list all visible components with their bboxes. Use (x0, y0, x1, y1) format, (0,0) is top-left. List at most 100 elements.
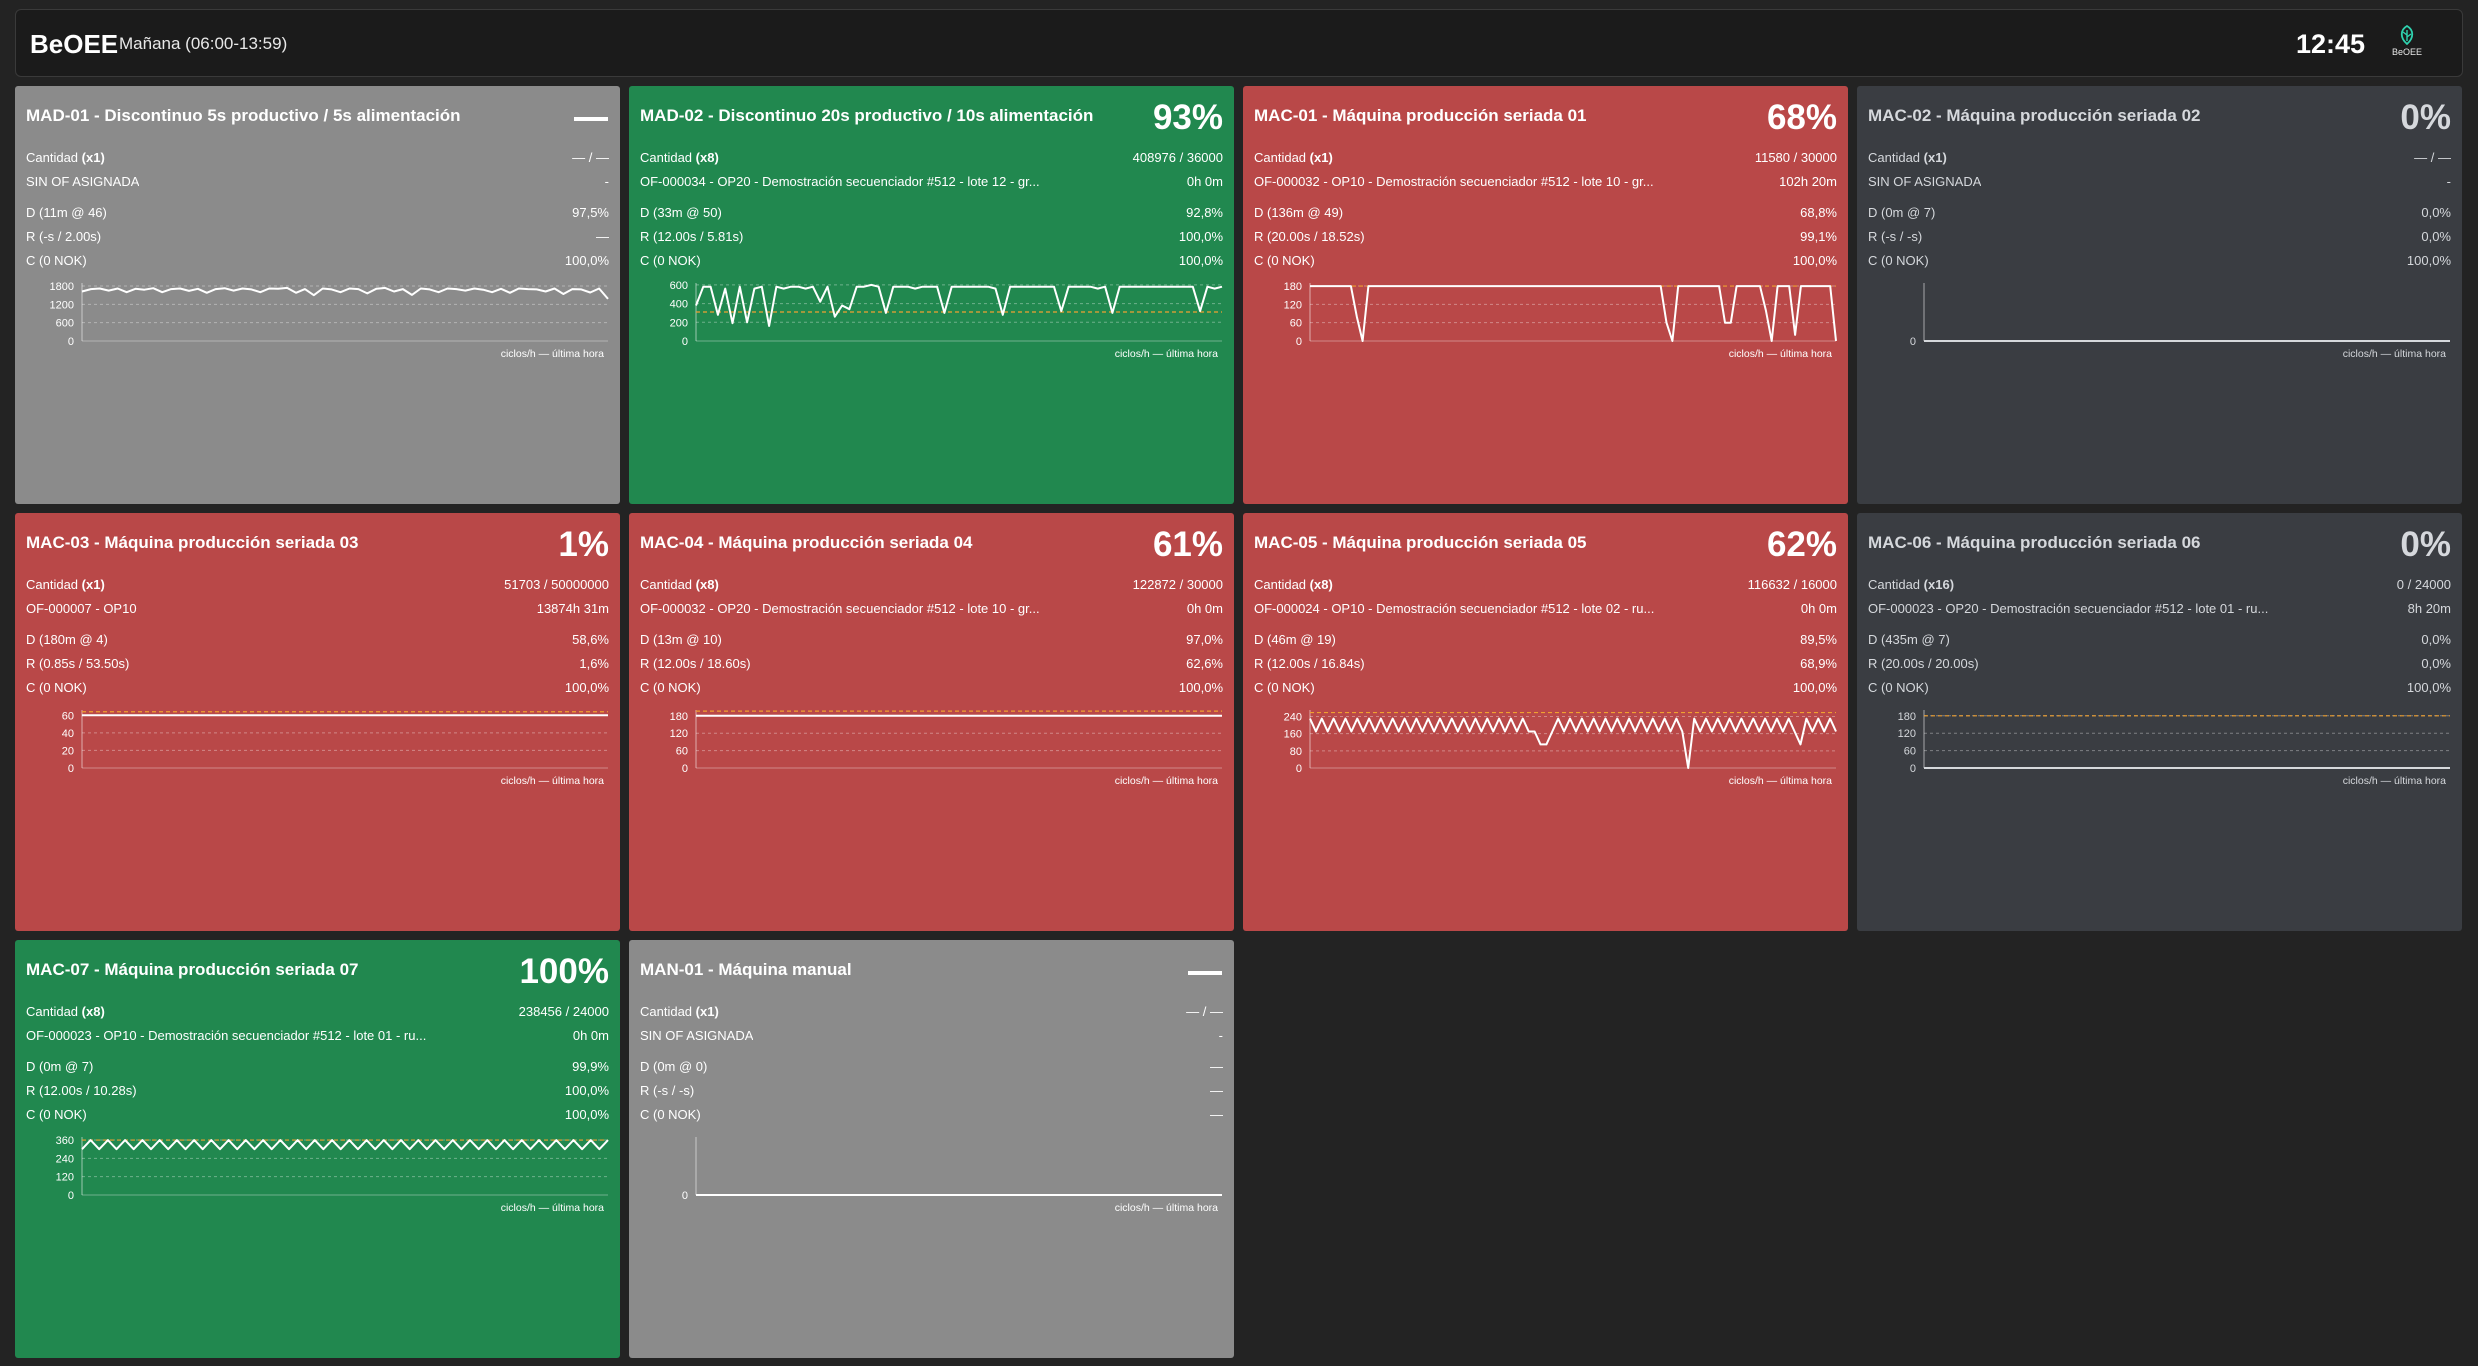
quantity-label: Cantidad (26, 1004, 79, 1019)
chart-y-tick-label: 180 (670, 711, 688, 723)
quantity-multiplier: (x16) (1923, 577, 1955, 592)
order-text: SIN OF ASIGNADA (1868, 174, 1982, 189)
chart-y-tick-label: 0 (682, 336, 688, 348)
chart-series-line (1310, 285, 1837, 342)
machine-card[interactable]: MAC-07 - Máquina producción seriada 07 10… (15, 940, 620, 1358)
chart-y-tick-label: 20 (62, 745, 74, 757)
quantity-value: — / — (1186, 1004, 1223, 1019)
quantity-multiplier: (x8) (695, 150, 719, 165)
quality-row: C (0 NOK) 100,0% (1868, 680, 2451, 697)
quality-label: C (0 NOK) (640, 253, 701, 268)
chart-y-tick-label: 400 (670, 299, 688, 311)
quantity-row: Cantidad (x16) 0 / 24000 (1868, 577, 2451, 594)
quality-value: 100,0% (1792, 680, 1837, 695)
quality-row: C (0 NOK) — (640, 1107, 1223, 1124)
performance-value: 100,0% (564, 1083, 609, 1098)
chart-caption: ciclos/h — última hora (501, 348, 604, 360)
quality-value: 100,0% (564, 253, 609, 268)
chart-y-tick-label: 0 (68, 336, 74, 348)
machine-card[interactable]: MAC-04 - Máquina producción seriada 04 61… (629, 513, 1234, 931)
quality-value: 100,0% (2406, 680, 2451, 695)
machine-card[interactable]: MAN-01 - Máquina manual Cantidad (x1) — / … (629, 940, 1234, 1358)
quality-label: C (0 NOK) (26, 680, 87, 695)
quantity-multiplier: (x8) (695, 577, 719, 592)
quality-value: 100,0% (1792, 253, 1837, 268)
quantity-value: 408976 / 36000 (1132, 150, 1223, 165)
performance-value: 0,0% (2421, 229, 2451, 244)
availability-label: D (0m @ 7) (26, 1059, 94, 1074)
performance-label: R (12.00s / 16.84s) (1254, 656, 1365, 671)
oee-percent: 61% (1152, 525, 1223, 564)
quantity-row: Cantidad (x1) — / — (640, 1004, 1223, 1021)
availability-label: D (136m @ 49) (1254, 205, 1344, 220)
quantity-multiplier: (x1) (695, 1004, 719, 1019)
chart-svg: 0 ciclos/h — última hora (1910, 283, 2450, 360)
cycles-chart: 0 ciclos/h — última hora (640, 1135, 1223, 1225)
quantity-value: 122872 / 30000 (1132, 577, 1223, 592)
chart-y-tick-label: 0 (682, 763, 688, 775)
chart-y-tick-label: 0 (682, 1190, 688, 1202)
order-text: SIN OF ASIGNADA (26, 174, 140, 189)
brand-title: BeOEE (30, 29, 119, 59)
chart-svg: 0 60 120 180 ciclos/h — última hora (670, 710, 1222, 787)
availability-value: 89,5% (1800, 632, 1837, 647)
order-row: OF-000034 - OP20 - Demostración secuenci… (640, 174, 1223, 191)
machine-card[interactable]: MAC-03 - Máquina producción seriada 03 1%… (15, 513, 620, 931)
quality-label: C (0 NOK) (1254, 680, 1315, 695)
performance-label: R (-s / -s) (1868, 229, 1923, 244)
chart-y-tick-label: 0 (1296, 336, 1302, 348)
availability-row: D (11m @ 46) 97,5% (26, 205, 609, 222)
quantity-label-group: Cantidad (x1) (640, 1004, 719, 1019)
availability-row: D (435m @ 7) 0,0% (1868, 632, 2451, 649)
cycles-chart: 0 60 120 180 ciclos/h — última hora (1868, 708, 2451, 798)
availability-row: D (136m @ 49) 68,8% (1254, 205, 1837, 222)
machine-title: MAC-06 - Máquina producción seriada 06 (1868, 533, 2201, 552)
machine-title: MAN-01 - Máquina manual (640, 960, 852, 979)
quantity-label-group: Cantidad (x1) (1254, 150, 1333, 165)
performance-label: R (0.85s / 53.50s) (26, 656, 130, 671)
quantity-label: Cantidad (1868, 577, 1921, 592)
machine-card[interactable]: MAD-01 - Discontinuo 5s productivo / 5s … (15, 86, 620, 504)
oee-percent: 0% (2400, 525, 2451, 564)
availability-label: D (435m @ 7) (1868, 632, 1950, 647)
availability-row: D (33m @ 50) 92,8% (640, 205, 1223, 222)
chart-series-line (81, 1139, 609, 1151)
cycles-chart: 0 20 40 60 ciclos/h — última hora (26, 708, 609, 798)
cycles-chart: 0 120 240 360 ciclos/h — última hora (26, 1135, 609, 1225)
oee-no-data-dash (574, 117, 608, 121)
chart-y-tick-label: 60 (1290, 318, 1302, 330)
order-text: OF-000032 - OP20 - Demostración secuenci… (640, 601, 1040, 616)
quality-label: C (0 NOK) (1254, 253, 1315, 268)
quality-label: C (0 NOK) (26, 1107, 87, 1122)
order-time: 0h 0m (1186, 601, 1223, 616)
quality-value: 100,0% (564, 680, 609, 695)
machine-card[interactable]: MAC-06 - Máquina producción seriada 06 0%… (1857, 513, 2462, 931)
order-time: 13874h 31m (536, 601, 609, 616)
machine-card[interactable]: MAC-05 - Máquina producción seriada 05 62… (1243, 513, 1848, 931)
availability-value: 58,6% (572, 632, 609, 647)
quantity-row: Cantidad (x8) 122872 / 30000 (640, 577, 1223, 594)
chart-series-line (695, 283, 1223, 327)
machine-card[interactable]: MAD-02 - Discontinuo 20s productivo / 10… (629, 86, 1234, 504)
availability-value: 97,5% (572, 205, 609, 220)
chart-caption: ciclos/h — última hora (1115, 1202, 1218, 1214)
quantity-multiplier: (x1) (81, 150, 105, 165)
chart-y-tick-label: 360 (56, 1135, 74, 1147)
machine-card[interactable]: MAC-01 - Máquina producción seriada 01 68… (1243, 86, 1848, 504)
order-row: SIN OF ASIGNADA - (640, 1028, 1223, 1045)
chart-y-tick-label: 0 (68, 763, 74, 775)
chart-caption: ciclos/h — última hora (501, 775, 604, 787)
order-time: 0h 0m (572, 1028, 609, 1043)
quality-value: 100,0% (1178, 253, 1223, 268)
performance-value: 68,9% (1800, 656, 1837, 671)
quantity-label-group: Cantidad (x16) (1868, 577, 1954, 592)
chart-y-tick-label: 120 (1898, 728, 1916, 740)
machine-card[interactable]: MAC-02 - Máquina producción seriada 02 0%… (1857, 86, 2462, 504)
chart-y-tick-label: 180 (1284, 281, 1302, 293)
chart-caption: ciclos/h — última hora (2343, 348, 2446, 360)
chart-svg: 0 20 40 60 ciclos/h — última hora (62, 710, 608, 787)
oee-percent: 93% (1152, 98, 1223, 137)
quality-row: C (0 NOK) 100,0% (1868, 253, 2451, 270)
machine-title: MAC-07 - Máquina producción seriada 07 (26, 960, 359, 979)
oee-percent: 62% (1766, 525, 1837, 564)
